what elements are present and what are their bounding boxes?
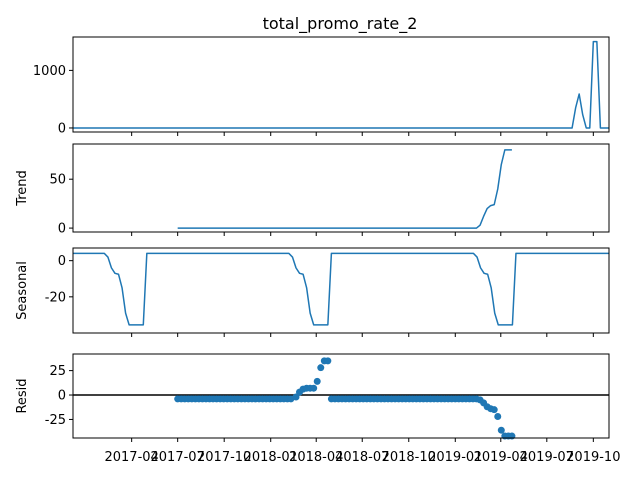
x-tick-label: 2017-04	[104, 450, 158, 465]
axes-frame	[72, 247, 610, 334]
resid-point	[324, 357, 332, 365]
resid-point	[313, 377, 321, 385]
y-tick-label: -20	[45, 290, 66, 305]
x-tick-label: 2019-07	[520, 450, 574, 465]
y-tick-label: 50	[49, 173, 66, 188]
y-tick-label: 0	[58, 389, 66, 404]
x-tick-label: 2019-01	[428, 450, 482, 465]
resid-point	[497, 426, 505, 434]
y-tick-label: 0	[58, 254, 66, 269]
x-tick-label: 2019-04	[474, 450, 528, 465]
panel-observed: 0 1000	[33, 36, 610, 136]
y-tick-label: -25	[45, 413, 66, 428]
y-tick-label: 1000	[33, 64, 66, 79]
resid-point	[494, 413, 502, 421]
resid-point	[317, 364, 325, 372]
resid-point	[310, 384, 318, 392]
y-axis-label: Resid	[15, 378, 30, 413]
y-axis-label: Trend	[15, 170, 30, 207]
panel-resid: 25 0 -25 Resid	[15, 353, 610, 442]
panel-seasonal: 0 -20 Seasonal	[15, 247, 610, 337]
x-tick-label: 2018-01	[244, 450, 298, 465]
x-tick-label: 2018-07	[335, 450, 389, 465]
resid-point	[292, 393, 300, 401]
axes-frame	[72, 353, 610, 439]
x-tick-label: 2018-04	[289, 450, 343, 465]
y-tick-label: 25	[49, 364, 66, 379]
x-tick-label: 2019-10	[566, 450, 620, 465]
x-tick-label: 2018-10	[382, 450, 436, 465]
y-axis-label: Seasonal	[15, 261, 30, 320]
x-tick-label: 2017-07	[151, 450, 205, 465]
y-tick-label: 0	[58, 222, 66, 237]
seasonal-line	[73, 252, 609, 326]
panel-trend: 0 50 Trend	[15, 143, 610, 237]
panels-group: 0 1000 0 50 Trend 0 -20 Seasonal 25 0 -25 Resid 2017…	[15, 36, 620, 465]
observed-line	[73, 40, 609, 129]
axes-frame	[72, 36, 610, 133]
trend-line	[177, 149, 512, 229]
y-tick-label: 0	[58, 121, 66, 136]
chart-title: total_promo_rate_2	[263, 14, 418, 34]
resid-point	[490, 406, 498, 414]
axes-frame	[72, 143, 610, 233]
x-tick-label: 2017-10	[197, 450, 251, 465]
